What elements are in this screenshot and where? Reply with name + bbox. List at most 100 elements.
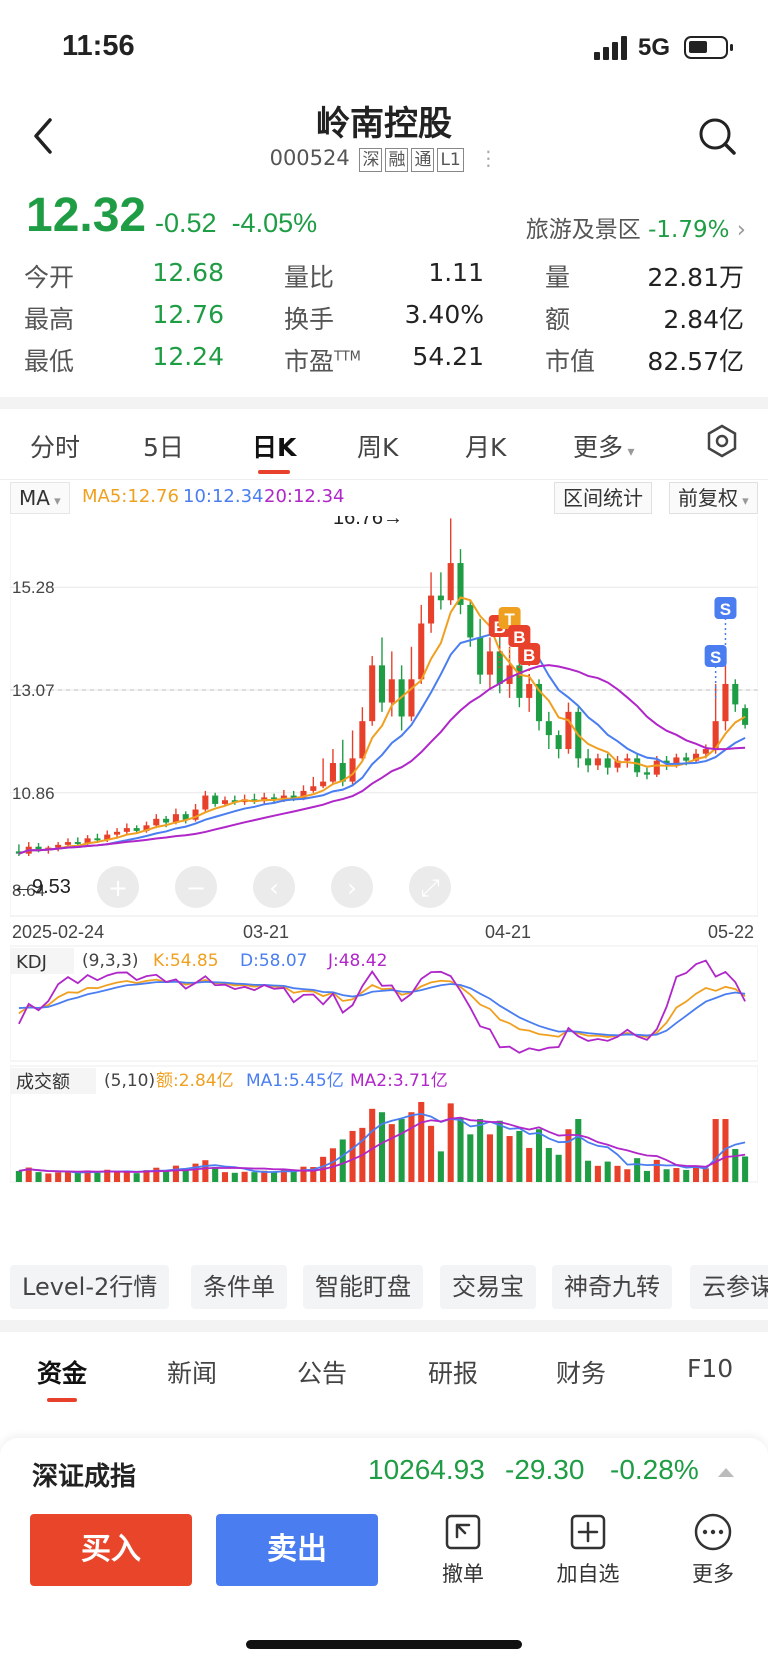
stat-label: 量: [545, 263, 571, 292]
search-icon[interactable]: [697, 116, 737, 156]
candle-body: [634, 758, 641, 773]
dropdown-caret-icon: ▾: [623, 444, 635, 460]
cancel-order-icon: [445, 1514, 481, 1550]
stat-value: 3.40%: [404, 300, 484, 329]
sector-pct: -1.79%: [648, 217, 730, 243]
candle-body: [467, 604, 474, 638]
y-tick-label: 8.64: [12, 881, 45, 900]
candle-body: [113, 831, 121, 835]
volume-bar: [565, 1129, 572, 1182]
adjust-select[interactable]: 前复权 ▾: [669, 482, 758, 514]
index-name[interactable]: 深证成指: [32, 1462, 137, 1492]
fullscreen-icon[interactable]: [409, 866, 451, 908]
more-actions-button[interactable]: 更多: [673, 1512, 753, 1588]
add-watchlist-button[interactable]: 加自选: [548, 1512, 628, 1588]
volume-bar: [74, 1172, 81, 1182]
candle-body: [133, 828, 140, 831]
chart-settings-icon[interactable]: [705, 424, 739, 458]
status-time: 11:56: [62, 30, 135, 62]
kline-chart[interactable]: 17.5015.2813.0710.868.6416.76→←9.53BTBBS…: [10, 516, 758, 1256]
kdj-selector-bg: [10, 948, 74, 974]
volume-bar: [526, 1147, 533, 1182]
candle-body: [742, 708, 749, 725]
tab-fenshi[interactable]: 分时: [30, 433, 81, 462]
tab-more[interactable]: 更多 ▾: [573, 433, 635, 462]
candle-body: [35, 846, 42, 851]
tab-finance[interactable]: 财务: [556, 1359, 607, 1388]
volume-bar: [604, 1161, 611, 1182]
volume-bar: [378, 1112, 386, 1182]
ma20-value: 20:12.34: [264, 486, 345, 507]
indicator-select[interactable]: MA ▾: [10, 482, 70, 514]
period-tabs: 分时 5日 日K 周K 月K 更多 ▾: [0, 410, 768, 480]
tool-level2[interactable]: Level-2行情: [10, 1265, 170, 1309]
candle-body: [408, 679, 415, 717]
candle-body: [447, 563, 454, 601]
candle-body: [486, 651, 493, 675]
range-stats-button[interactable]: 区间统计: [554, 482, 652, 514]
stats-row: 最低 12.24 市盈TTM 54.21 市值 82.57亿: [0, 342, 768, 386]
x-tick-label: 2025-02-24: [12, 922, 104, 942]
volume-bar: [231, 1172, 238, 1182]
volume-bar: [349, 1130, 356, 1182]
candle-body: [683, 757, 690, 761]
tab-f10[interactable]: F10: [687, 1354, 734, 1383]
sector-name[interactable]: 旅游及景区: [525, 217, 641, 243]
tab-monthly-k[interactable]: 月K: [465, 433, 507, 462]
candle-body: [84, 838, 91, 844]
volume-bar: [251, 1172, 258, 1182]
volume-bar: [290, 1171, 297, 1182]
tool-trade-treasure[interactable]: 交易宝: [440, 1265, 536, 1309]
volume-bar: [742, 1156, 749, 1182]
candle-body: [123, 828, 130, 832]
tab-5day[interactable]: 5日: [143, 433, 184, 462]
tool-condition-order[interactable]: 条件单: [191, 1265, 287, 1309]
volume-bar: [64, 1171, 72, 1182]
stat-label: 量比: [284, 263, 335, 292]
signal-icon: [594, 36, 627, 60]
candle-body: [15, 851, 22, 854]
candle-body: [732, 683, 739, 705]
tool-smart-watch[interactable]: 智能盯盘: [303, 1265, 423, 1309]
buy-button[interactable]: 买入: [30, 1514, 192, 1586]
tool-cloud-advisor[interactable]: 云参谋: [690, 1265, 768, 1309]
volume-bar: [172, 1165, 179, 1182]
sell-button[interactable]: 卖出: [216, 1514, 378, 1586]
tab-funds[interactable]: 资金: [37, 1354, 87, 1402]
more-dots-icon[interactable]: ⋮: [478, 146, 499, 170]
battery-icon: [684, 36, 733, 59]
candle-body: [692, 753, 700, 761]
buy-signal-marker: [508, 625, 531, 647]
candle-body: [271, 797, 278, 801]
cancel-order-label: 撤单: [442, 1562, 484, 1586]
volume-bar: [712, 1119, 719, 1182]
candle-body: [555, 735, 562, 750]
tab-weekly-k[interactable]: 周K: [357, 433, 399, 462]
tab-research[interactable]: 研报: [428, 1359, 479, 1388]
volume-bar: [35, 1172, 42, 1182]
candle-body: [457, 563, 464, 605]
tab-announcements[interactable]: 公告: [297, 1359, 348, 1388]
candle-body: [143, 825, 150, 831]
scroll-right-icon[interactable]: [331, 866, 373, 908]
tab-daily-k[interactable]: 日K: [252, 428, 296, 474]
volume-bar: [418, 1102, 425, 1182]
tool-magic-nine[interactable]: 神奇九转: [552, 1265, 672, 1309]
cancel-order-button[interactable]: 撤单: [423, 1512, 503, 1588]
volume-bar: [84, 1170, 91, 1182]
y-tick-label: 15.28: [12, 578, 55, 597]
volume-bar: [133, 1173, 140, 1182]
zoom-out-icon[interactable]: [175, 866, 217, 908]
volume-bar: [614, 1165, 621, 1182]
signal-text: S: [720, 600, 731, 619]
expand-up-icon[interactable]: [718, 1468, 734, 1477]
tab-news[interactable]: 新闻: [167, 1359, 218, 1388]
zoom-in-icon[interactable]: [97, 866, 139, 908]
candle-body: [182, 814, 189, 820]
back-icon[interactable]: [30, 116, 60, 156]
scroll-left-icon[interactable]: [253, 866, 295, 908]
volume-bar: [182, 1169, 189, 1182]
stat-value: 22.81万: [647, 263, 744, 292]
sector-link[interactable]: 旅游及景区 -1.79% ›: [526, 210, 746, 244]
stat-value: 2.84亿: [663, 305, 744, 334]
